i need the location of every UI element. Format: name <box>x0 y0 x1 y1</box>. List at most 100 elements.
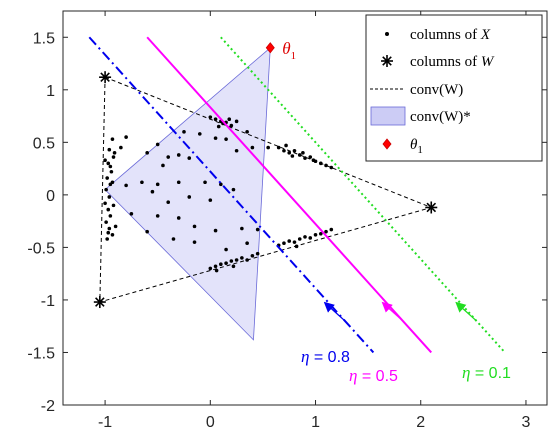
x-tick-label: 1 <box>311 414 320 431</box>
data-point <box>255 227 260 232</box>
data-point <box>104 220 108 224</box>
data-point <box>208 198 213 202</box>
data-point <box>203 180 207 185</box>
data-point <box>231 187 236 192</box>
data-point <box>110 180 115 185</box>
data-point <box>145 151 149 155</box>
w-column-marker <box>425 201 438 214</box>
x-tick-label: -1 <box>98 414 112 431</box>
data-point <box>234 258 239 262</box>
legend-item: conv(W) <box>370 82 463 98</box>
theta1-marker <box>265 42 275 54</box>
data-point <box>216 124 221 129</box>
data-point <box>129 211 134 216</box>
legend-item: θ1 <box>382 137 423 156</box>
data-point <box>303 235 307 239</box>
data-point <box>103 201 107 206</box>
arrow-eta-0 <box>323 301 346 322</box>
w-column-marker <box>99 71 112 84</box>
data-point <box>324 229 328 234</box>
y-tick-label: -2 <box>41 398 55 415</box>
data-point <box>303 156 307 160</box>
x-tick-label: 0 <box>206 414 215 431</box>
data-point <box>282 241 286 245</box>
data-point <box>103 158 107 162</box>
data-point <box>311 158 316 162</box>
data-point <box>227 117 232 122</box>
data-point <box>292 148 297 153</box>
data-point <box>182 130 186 134</box>
data-point <box>112 151 117 155</box>
data-point <box>161 163 165 168</box>
data-point <box>145 229 149 234</box>
legend-label: columns of W <box>410 54 495 70</box>
data-point <box>240 226 244 231</box>
data-point <box>213 228 218 233</box>
data-point <box>192 224 197 229</box>
data-point <box>318 161 323 166</box>
data-point <box>213 264 218 269</box>
data-point <box>119 145 123 150</box>
data-point <box>140 180 144 185</box>
data-point <box>297 237 302 241</box>
data-point <box>255 251 260 256</box>
data-point <box>284 143 288 148</box>
data-point <box>187 195 192 199</box>
legend-item: conv(W)* <box>370 106 471 126</box>
legend-item: columns of W <box>381 54 495 70</box>
data-point <box>324 163 328 168</box>
eta-label-1: η = 0.5 <box>349 366 398 385</box>
data-point <box>276 145 281 150</box>
data-point <box>166 200 171 205</box>
data-point <box>294 244 299 249</box>
legend-item: columns of X <box>385 27 491 43</box>
arrow-eta-2 <box>455 301 477 322</box>
data-point <box>111 203 116 208</box>
data-point <box>245 258 249 262</box>
y-tick-label: -1 <box>41 293 55 310</box>
data-point <box>224 247 228 252</box>
data-point <box>266 145 270 150</box>
data-point <box>197 132 202 136</box>
data-point <box>113 224 118 229</box>
x-tick-label: 3 <box>522 414 531 431</box>
data-point <box>106 161 111 166</box>
legend: columns of X columns of W conv(W) conv(W)* θ… <box>365 14 543 162</box>
data-point <box>106 230 111 235</box>
data-point <box>155 142 160 147</box>
data-point <box>329 165 334 170</box>
legend-label: columns of X <box>410 27 491 43</box>
data-point <box>250 145 255 150</box>
data-point <box>229 259 234 263</box>
eta-label-2: η = 0.1 <box>462 363 511 382</box>
legend-label: conv(W)* <box>410 109 471 125</box>
y-tick-label: -0.5 <box>27 240 55 257</box>
data-point <box>106 207 111 212</box>
y-tick-label: 1.5 <box>33 30 55 47</box>
data-point <box>234 119 239 124</box>
data-point <box>290 154 295 158</box>
data-point <box>240 256 244 260</box>
legend-label: θ1 <box>410 137 423 156</box>
legend-label: conv(W) <box>410 82 463 98</box>
data-point <box>111 155 116 159</box>
eta-label-0: η = 0.8 <box>301 347 350 366</box>
data-point <box>250 254 255 258</box>
data-point <box>297 153 302 157</box>
data-point <box>107 195 112 199</box>
data-point <box>229 123 234 128</box>
data-point <box>192 240 197 244</box>
y-tick-label: -1.5 <box>27 345 55 362</box>
data-point <box>176 216 181 220</box>
data-point <box>287 151 292 155</box>
data-point <box>108 214 113 218</box>
data-point <box>213 117 218 122</box>
data-point <box>301 151 305 155</box>
x-tick-label: 2 <box>416 414 425 431</box>
y-tick-label: 0.5 <box>33 135 55 152</box>
data-point <box>107 147 112 152</box>
data-point <box>329 227 334 232</box>
data-point <box>318 231 323 236</box>
data-point <box>171 237 176 241</box>
